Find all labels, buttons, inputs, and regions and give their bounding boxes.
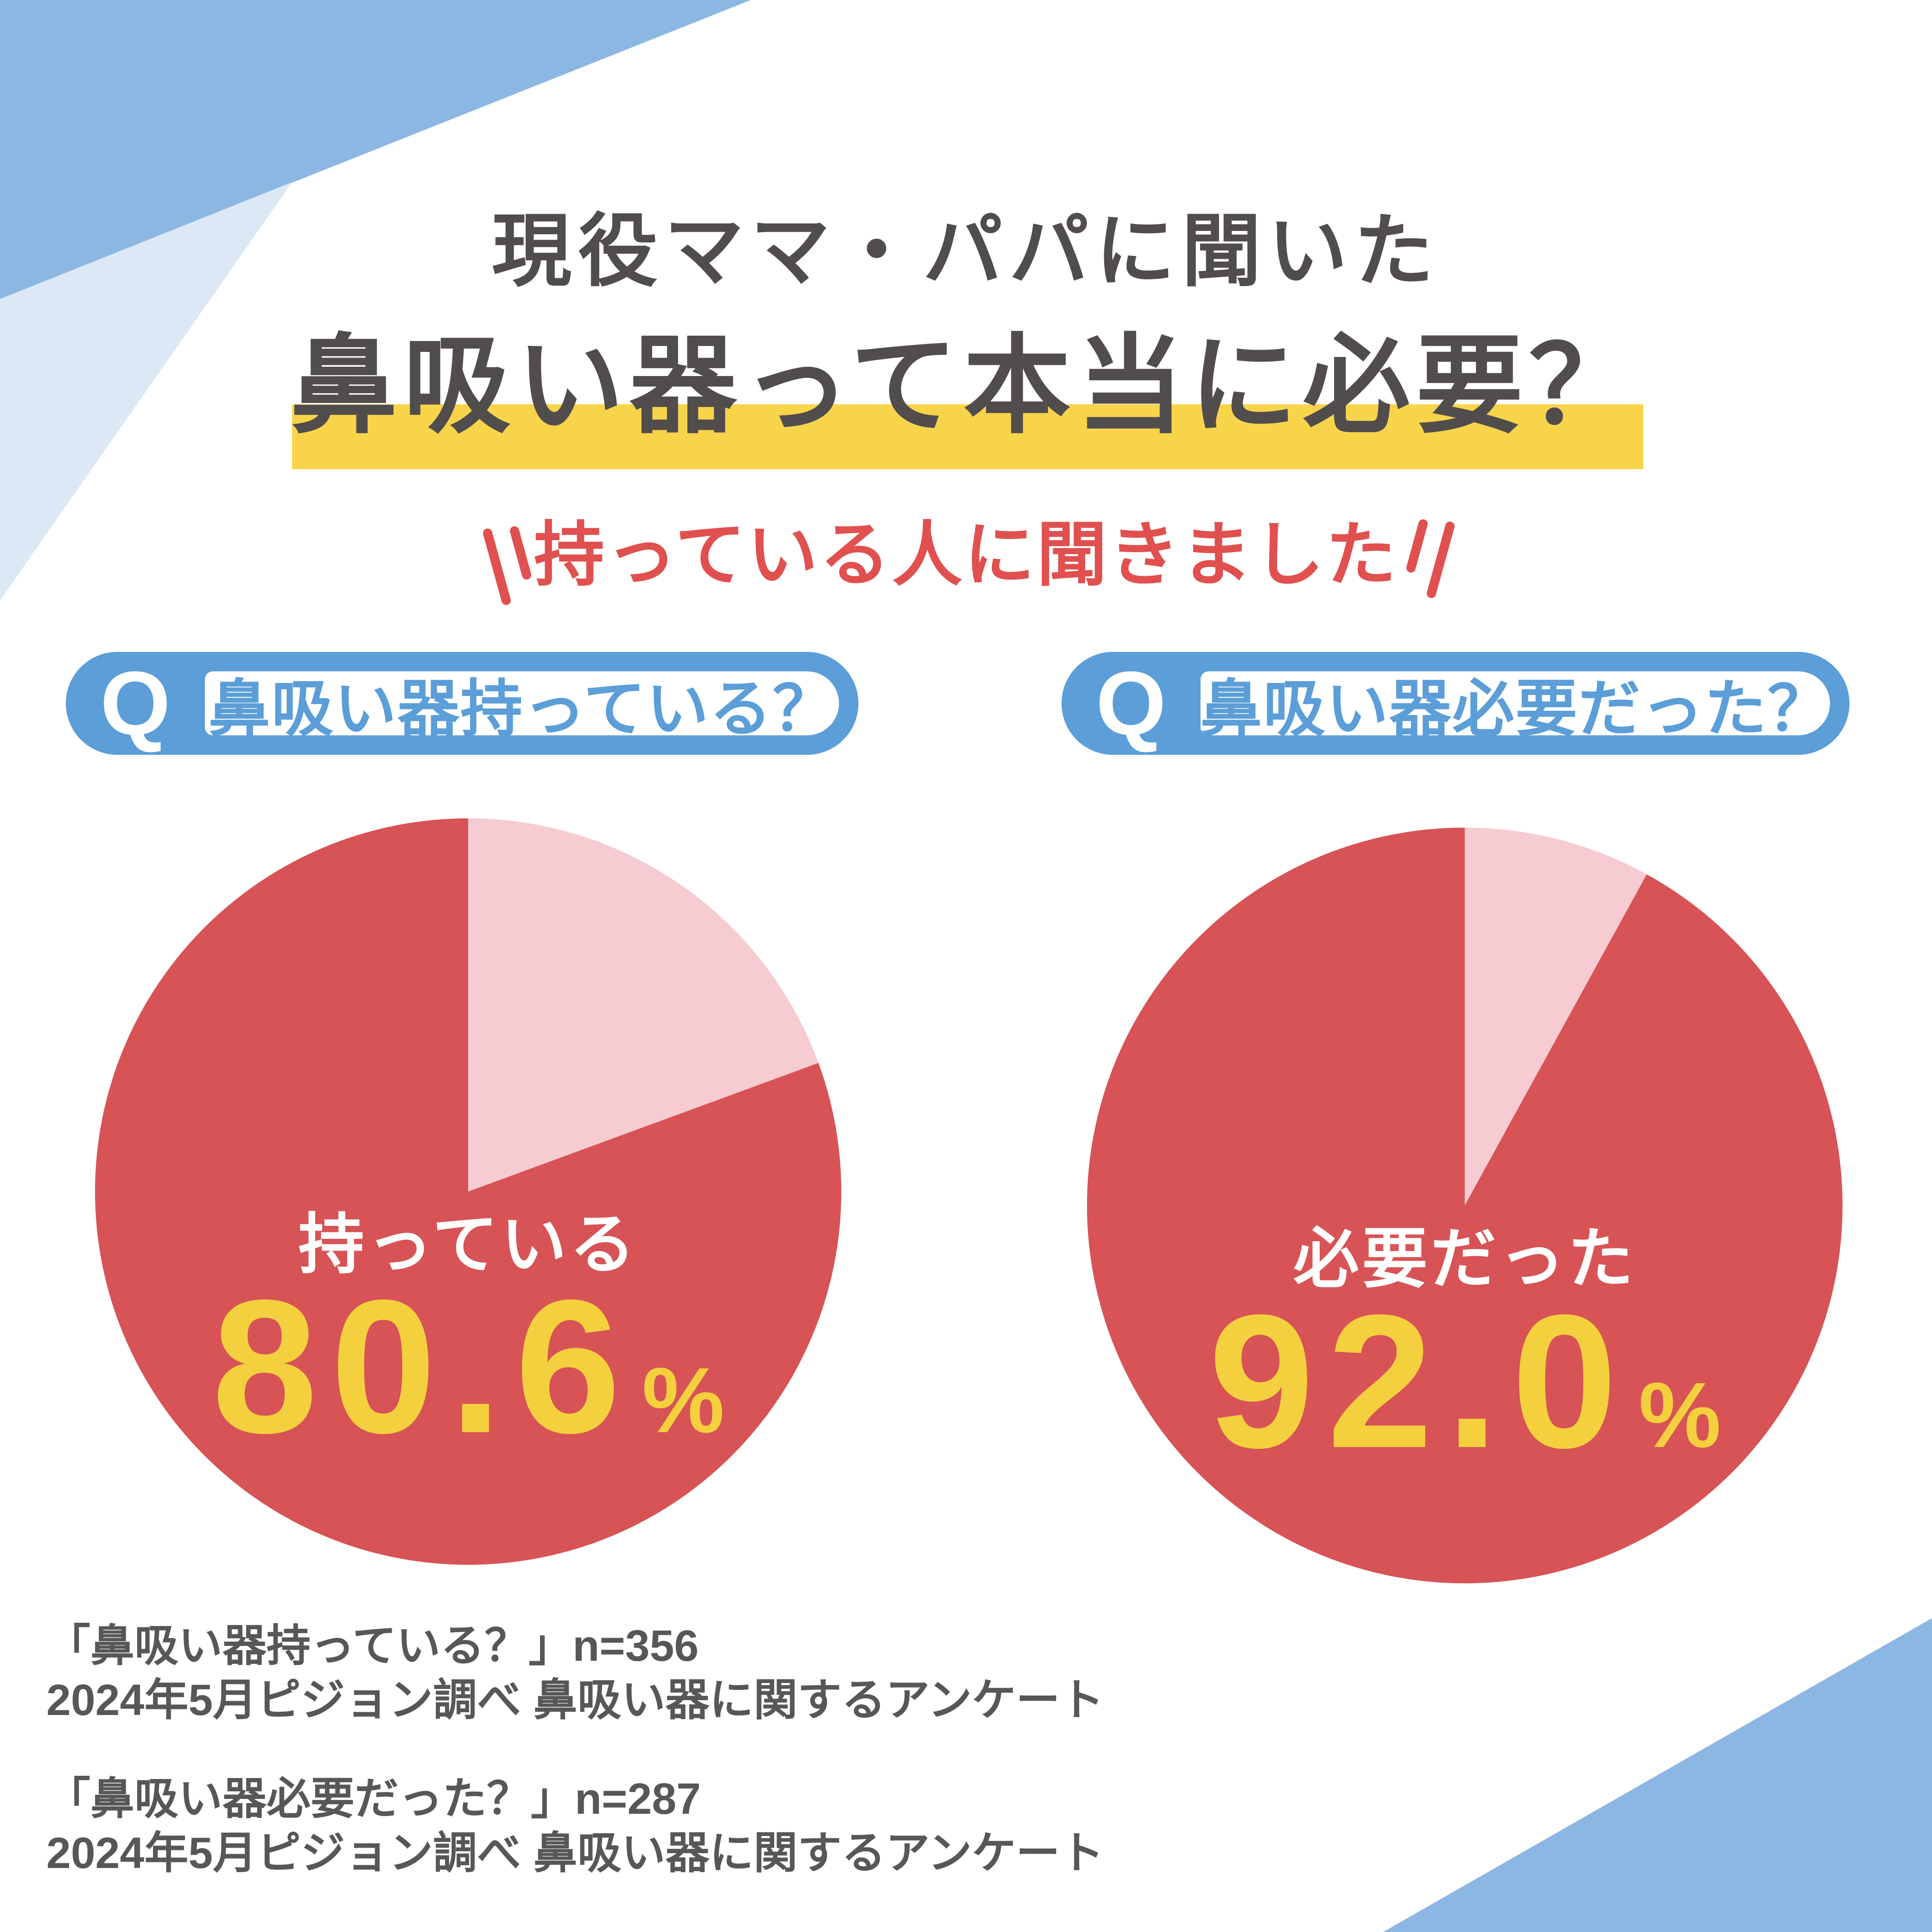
percentage-number: 92.0 (1208, 1275, 1631, 1488)
footnote-line: 「鼻吸い器持っている？」n=356 (46, 1621, 699, 1671)
footnote-survey-2: 「鼻吸い器必要だった？」n=287 2024年5月ピジョン調べ 鼻吸い器に関する… (46, 1772, 1104, 1881)
page-title-line2: 鼻吸い器って本当に必要？ (290, 326, 1642, 446)
footnote-survey-1: 「鼻吸い器持っている？」n=356 2024年5月ピジョン調べ 鼻吸い器に関する… (46, 1619, 1104, 1728)
q-letter-badge: Q (1096, 653, 1166, 754)
percentage-number: 80.6 (212, 1260, 634, 1473)
pie-chart-needed-aspirator: 必要だった 92.0% (1087, 828, 1843, 1583)
question-label-left: 鼻吸い器持っている？ (205, 671, 839, 744)
footnote-line: 2024年5月ピジョン調べ 鼻吸い器に関するアンケート (46, 1676, 1104, 1725)
pie-chart-owns-aspirator: 持っている 80.6% (95, 818, 841, 1565)
subtitle-red-callout: 持っている人に聞きました (534, 516, 1398, 594)
emphasis-slash-right-icon (1406, 519, 1455, 598)
percent-sign: % (642, 1349, 724, 1453)
question-label-right: 鼻吸い器必要だった？ (1200, 671, 1830, 744)
corner-wedge-top-left-light (0, 182, 292, 600)
emphasis-slash-left-icon (483, 526, 531, 605)
footnote-line: 2024年5月ピジョン調べ 鼻吸い器に関するアンケート (46, 1829, 1104, 1878)
pie-answer-label: 必要だった (1293, 1222, 1636, 1296)
pie-percentage-value: 80.6% (95, 1271, 841, 1461)
corner-triangle-bottom-right (1383, 1618, 1932, 1932)
footnote-line: 「鼻吸い器必要だった？」n=287 (46, 1774, 701, 1824)
pie-percentage-value: 92.0% (1087, 1286, 1843, 1476)
question-badge-right: Q 鼻吸い器必要だった？ (1061, 652, 1849, 755)
page-title-line1: 現役ママ・パパに聞いた (492, 207, 1440, 296)
pie-answer-label: 持っている (298, 1208, 638, 1282)
percent-sign: % (1639, 1364, 1721, 1467)
q-letter-badge: Q (100, 653, 171, 754)
question-badge-left: Q 鼻吸い器持っている？ (66, 652, 858, 755)
title-highlight-bar (292, 404, 1643, 469)
